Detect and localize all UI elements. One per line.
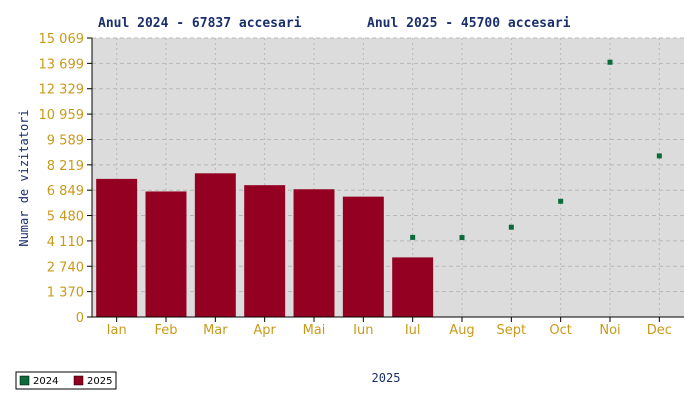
x-tick-label: Aug (449, 323, 474, 338)
x-axis-ticks: Ian Feb Mar Apr Mai Iun Iul Aug Sept Oct Noi Dec (107, 317, 672, 338)
point-2024-noi (607, 59, 613, 65)
x-tick-label: Ian (107, 323, 127, 338)
x-tick-label: Sept (497, 323, 527, 338)
x-tick-label: Apr (253, 323, 276, 338)
x-tick-label: Mai (303, 323, 326, 338)
bar-2025-ian (96, 178, 138, 317)
legend-swatch-2024 (19, 375, 30, 386)
x-tick-label: Iul (405, 323, 421, 338)
y-tick-label: 13 699 (39, 57, 85, 72)
bar-2025-iun (342, 196, 384, 317)
y-tick-label: 0 (76, 311, 84, 326)
point-2024-dec (656, 153, 662, 159)
y-tick-label: 12 329 (39, 83, 85, 98)
chart-title-2024: Anul 2024 - 67837 accesari (98, 16, 302, 31)
y-tick-label: 5 480 (47, 210, 84, 225)
chart-title-2025: Anul 2025 - 45700 accesari (367, 16, 571, 31)
chart-marks (96, 59, 662, 317)
y-tick-label: 8 219 (47, 159, 84, 174)
legend-box (15, 371, 117, 390)
bar-2025-apr (244, 185, 286, 317)
axes (91, 38, 684, 318)
grid-lines (92, 37, 684, 317)
y-axis-label: Numar de vizitatori (17, 109, 31, 246)
legend: 2024 2025 (15, 371, 117, 390)
x-tick-label: Feb (154, 323, 177, 338)
y-tick-label: 6 849 (47, 184, 84, 199)
plot-area (92, 38, 684, 317)
legend-label-2025: 2025 (87, 376, 112, 387)
x-axis-label: 2025 (372, 371, 401, 385)
bar-2025-feb (145, 191, 187, 317)
bar-2025-iul (392, 257, 434, 317)
bar-2025-mai (293, 189, 335, 317)
legend-swatch-2025 (73, 375, 84, 386)
y-tick-label: 15 069 (39, 32, 85, 47)
y-tick-label: 1 370 (47, 286, 84, 301)
legend-label-2024: 2024 (33, 376, 58, 387)
y-axis-ticks: 0 1 370 2 740 4 110 5 480 6 849 8 219 9 589 10 9… (39, 32, 92, 326)
y-tick-label: 4 110 (47, 235, 84, 250)
point-2024-oct (558, 198, 564, 204)
y-tick-label: 9 589 (47, 133, 84, 148)
x-tick-label: Iun (353, 323, 373, 338)
point-2024-sept (508, 224, 514, 230)
x-tick-label: Noi (599, 323, 620, 338)
point-2024-iul (410, 234, 416, 240)
x-tick-label: Dec (647, 323, 672, 338)
y-tick-label: 2 740 (47, 260, 84, 275)
x-tick-label: Oct (549, 323, 571, 338)
point-2024-aug (459, 235, 465, 241)
x-tick-label: Mar (203, 323, 228, 338)
bar-2025-mar (194, 173, 236, 317)
y-tick-label: 10 959 (39, 108, 85, 123)
